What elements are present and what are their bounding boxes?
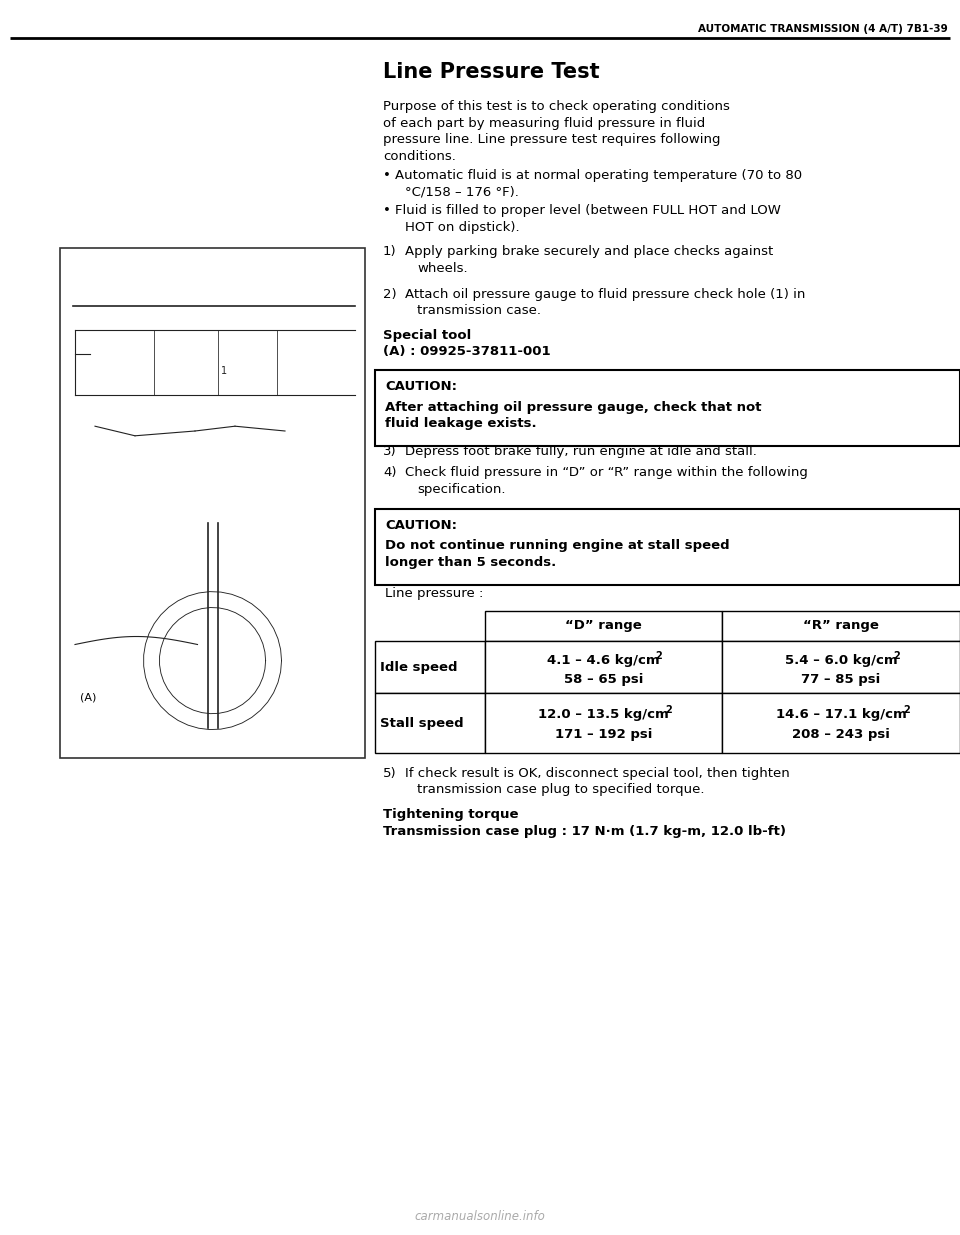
Text: 14.6 – 17.1 kg/cm: 14.6 – 17.1 kg/cm (776, 708, 906, 721)
Text: HOT on dipstick).: HOT on dipstick). (405, 221, 519, 233)
Bar (722, 611, 960, 641)
Text: (A) : 09925-37811-001: (A) : 09925-37811-001 (383, 346, 551, 358)
Text: Fluid is filled to proper level (between FULL HOT and LOW: Fluid is filled to proper level (between… (395, 204, 780, 217)
Text: 5): 5) (383, 767, 396, 781)
Text: •: • (383, 204, 391, 217)
Text: 2: 2 (656, 651, 662, 661)
Text: AUTOMATIC TRANSMISSION (4 A/T) 7B1-39: AUTOMATIC TRANSMISSION (4 A/T) 7B1-39 (698, 23, 948, 35)
Text: Check fluid pressure in “D” or “R” range within the following: Check fluid pressure in “D” or “R” range… (405, 466, 808, 479)
Text: transmission case plug to specified torque.: transmission case plug to specified torq… (417, 783, 705, 797)
Text: 4.1 – 4.6 kg/cm: 4.1 – 4.6 kg/cm (547, 655, 660, 667)
Text: Line pressure :: Line pressure : (385, 587, 484, 599)
Bar (722, 641, 960, 693)
Text: 2: 2 (893, 651, 900, 661)
Text: Depress foot brake fully, run engine at idle and stall.: Depress foot brake fully, run engine at … (405, 446, 756, 458)
Text: Transmission case plug : 17 N·m (1.7 kg-m, 12.0 lb-ft): Transmission case plug : 17 N·m (1.7 kg-… (383, 825, 786, 837)
Text: 2: 2 (903, 705, 910, 715)
Text: Apply parking brake securely and place checks against: Apply parking brake securely and place c… (405, 245, 773, 258)
Text: of each part by measuring fluid pressure in fluid: of each part by measuring fluid pressure… (383, 116, 706, 130)
Text: wheels.: wheels. (417, 262, 468, 274)
Bar (375, 370, 960, 446)
Bar (722, 693, 960, 753)
Text: CAUTION:: CAUTION: (385, 519, 457, 532)
Bar (485, 611, 722, 641)
Text: 3): 3) (383, 446, 396, 458)
Text: •: • (383, 169, 391, 182)
Text: Special tool: Special tool (383, 329, 471, 342)
Text: pressure line. Line pressure test requires following: pressure line. Line pressure test requir… (383, 133, 721, 146)
Text: Tightening torque: Tightening torque (383, 808, 518, 821)
Text: Idle speed: Idle speed (380, 661, 458, 673)
Text: 4): 4) (383, 466, 396, 479)
Text: “R” range: “R” range (804, 620, 879, 632)
Text: Stall speed: Stall speed (380, 716, 464, 730)
Text: 208 – 243 psi: 208 – 243 psi (792, 727, 890, 741)
Text: 5.4 – 6.0 kg/cm: 5.4 – 6.0 kg/cm (784, 655, 898, 667)
Text: specification.: specification. (417, 483, 506, 495)
Text: 77 – 85 psi: 77 – 85 psi (802, 673, 880, 685)
Text: fluid leakage exists.: fluid leakage exists. (385, 417, 537, 430)
Text: longer than 5 seconds.: longer than 5 seconds. (385, 556, 556, 569)
Text: After attaching oil pressure gauge, check that not: After attaching oil pressure gauge, chec… (385, 400, 761, 414)
Text: “D” range: “D” range (565, 620, 642, 632)
Bar (485, 693, 722, 753)
Text: 1: 1 (222, 366, 228, 375)
Text: Line Pressure Test: Line Pressure Test (383, 62, 600, 82)
Text: Purpose of this test is to check operating conditions: Purpose of this test is to check operati… (383, 100, 730, 112)
Text: CAUTION:: CAUTION: (385, 380, 457, 393)
Text: (A): (A) (80, 693, 96, 703)
Bar (485, 641, 722, 693)
Bar (375, 641, 485, 693)
Text: 12.0 – 13.5 kg/cm: 12.0 – 13.5 kg/cm (539, 708, 669, 721)
Bar (375, 509, 960, 584)
Text: °C/158 – 176 °F).: °C/158 – 176 °F). (405, 185, 518, 199)
Bar (375, 693, 485, 753)
Text: Do not continue running engine at stall speed: Do not continue running engine at stall … (385, 540, 730, 552)
Text: conditions.: conditions. (383, 149, 456, 163)
Text: Attach oil pressure gauge to fluid pressure check hole (1) in: Attach oil pressure gauge to fluid press… (405, 288, 805, 301)
Text: 58 – 65 psi: 58 – 65 psi (564, 673, 643, 685)
Text: transmission case.: transmission case. (417, 305, 541, 317)
Text: carmanualsonline.info: carmanualsonline.info (415, 1210, 545, 1224)
Bar (60, 248, 365, 758)
Text: Automatic fluid is at normal operating temperature (70 to 80: Automatic fluid is at normal operating t… (395, 169, 803, 182)
Text: 171 – 192 psi: 171 – 192 psi (555, 727, 652, 741)
Text: If check result is OK, disconnect special tool, then tighten: If check result is OK, disconnect specia… (405, 767, 790, 781)
Text: 2): 2) (383, 288, 396, 301)
Text: 2: 2 (665, 705, 672, 715)
Text: 1): 1) (383, 245, 396, 258)
